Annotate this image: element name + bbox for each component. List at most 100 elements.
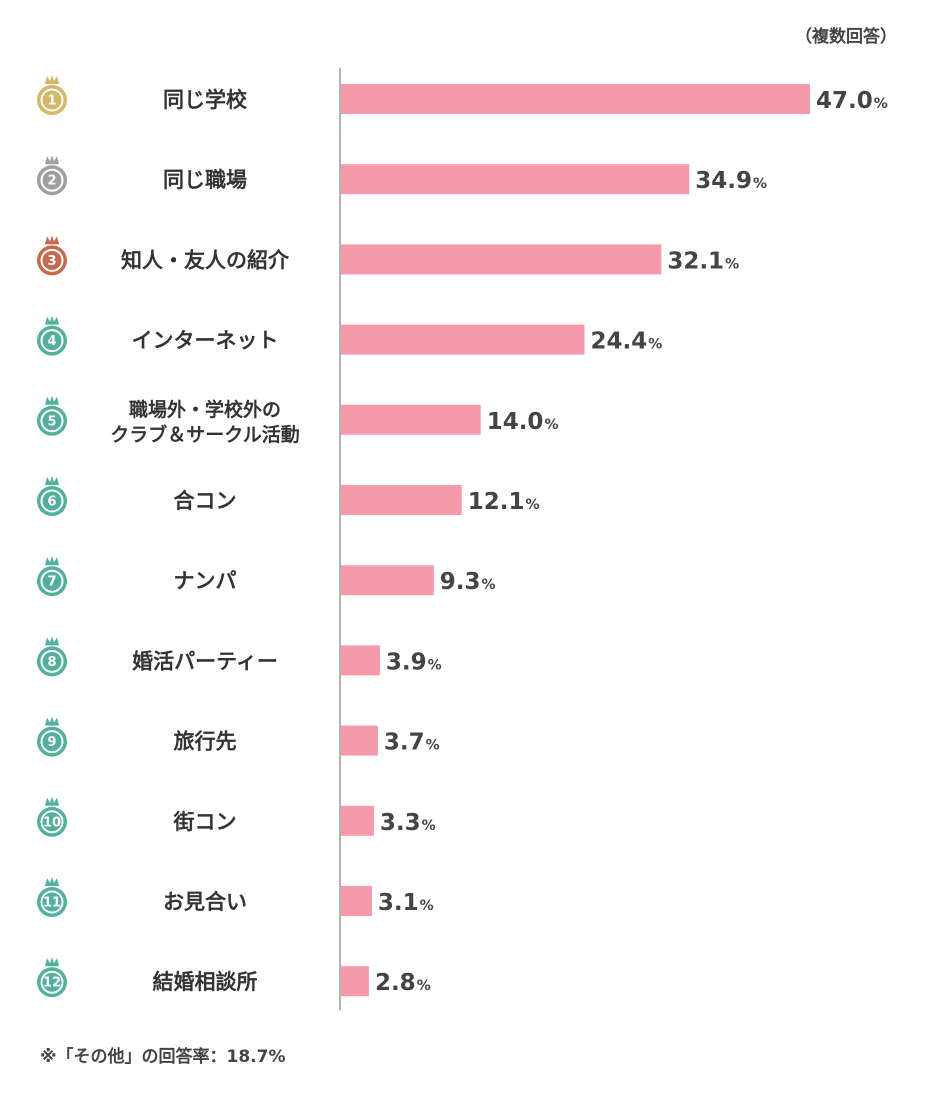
data-label: 2.8% [375, 970, 431, 996]
rank-medal-icon: 5 [37, 395, 67, 436]
medal-inner-ring [40, 890, 64, 914]
data-label-unit: % [422, 818, 436, 834]
data-label: 14.0% [487, 409, 559, 435]
crown-icon [45, 235, 59, 245]
rank-medal-icon: 11 [37, 877, 67, 917]
category-label: ナンパ [174, 569, 237, 593]
category-label: 婚活パーティー [132, 649, 278, 673]
bar [341, 645, 380, 676]
crown-icon [45, 716, 59, 726]
category-label: 同じ学校 [163, 88, 248, 112]
data-label-unit: % [525, 497, 539, 513]
data-label-unit: % [874, 96, 888, 112]
bar [341, 966, 369, 997]
crown-icon [45, 556, 59, 566]
rank-number: 7 [47, 575, 56, 590]
rank-number: 3 [47, 254, 56, 269]
rank-medal-icon: 3 [37, 235, 67, 276]
data-label: 3.1% [378, 890, 434, 916]
medal-inner-ring [40, 649, 64, 673]
bar [341, 404, 481, 435]
bar [341, 324, 585, 355]
data-label: 3.7% [384, 730, 440, 756]
bar [341, 886, 372, 916]
data-label-unit: % [648, 337, 662, 353]
rank-number: 10 [43, 815, 61, 830]
other-response-note: ※「その他」の回答率：18.7% [40, 1047, 286, 1067]
rank-medal-icon: 4 [37, 315, 67, 356]
data-label-value: 2.8 [375, 970, 416, 996]
bar [341, 244, 662, 275]
multiple-answer-note: （複数回答） [795, 27, 897, 47]
medal-inner-ring [40, 88, 64, 112]
data-label: 32.1% [667, 248, 739, 274]
medal-inner-ring [40, 730, 64, 754]
data-label-unit: % [544, 417, 558, 433]
category-label: インターネット [132, 329, 279, 353]
bar [341, 565, 434, 596]
data-label-unit: % [417, 978, 431, 994]
category-label-line: 職場外・学校外の [129, 398, 281, 421]
category-label: 合コン [174, 489, 237, 513]
medal-inner-ring [40, 248, 64, 272]
medal-inner-ring [40, 810, 64, 834]
rank-number: 11 [43, 896, 61, 911]
data-label-value: 12.1 [468, 489, 525, 515]
crown-icon [45, 75, 59, 84]
data-label: 9.3% [440, 569, 496, 595]
crown-icon [45, 155, 59, 165]
rank-number: 12 [43, 976, 61, 991]
crown-icon [45, 796, 59, 806]
bar [341, 84, 810, 114]
bar [341, 805, 374, 836]
category-label-line: クラブ＆サークル活動 [110, 423, 299, 446]
data-label: 3.9% [386, 649, 442, 675]
crown-icon [45, 476, 59, 485]
crown-icon [45, 877, 59, 886]
category-label: 結婚相談所 [153, 970, 258, 994]
data-label: 3.3% [380, 810, 436, 836]
rank-number: 8 [47, 655, 56, 670]
data-label-value: 32.1 [667, 248, 724, 274]
data-label-unit: % [753, 176, 767, 192]
bar [341, 164, 690, 195]
data-label: 24.4% [590, 329, 662, 355]
category-label: 旅行先 [174, 730, 237, 754]
rank-medal-icon: 12 [37, 957, 67, 998]
data-label-unit: % [725, 256, 739, 272]
medal-inner-ring [40, 409, 64, 433]
rank-number: 4 [47, 334, 56, 349]
data-label-value: 34.9 [695, 168, 752, 194]
data-label-unit: % [420, 898, 434, 914]
category-label: 街コン [173, 810, 237, 834]
bar [341, 485, 462, 515]
category-label: 知人・友人の紹介 [121, 248, 290, 272]
data-label-value: 3.7 [384, 730, 425, 756]
data-label-value: 24.4 [590, 329, 647, 355]
data-label-value: 9.3 [440, 569, 481, 595]
rank-medal-icon: 2 [37, 155, 67, 196]
bar [341, 725, 378, 756]
data-label-value: 3.9 [386, 649, 427, 675]
data-label: 34.9% [695, 168, 767, 194]
rank-medal-icon: 10 [37, 796, 67, 837]
medal-inner-ring [40, 329, 64, 353]
rank-number: 9 [47, 735, 56, 750]
data-label-value: 14.0 [487, 409, 544, 435]
medal-inner-ring [40, 569, 64, 593]
crown-icon [45, 636, 59, 646]
medal-inner-ring [40, 489, 64, 513]
data-label: 12.1% [468, 489, 540, 515]
category-label: お見合い [163, 890, 247, 914]
rank-number: 6 [47, 495, 56, 510]
medal-inner-ring [40, 168, 64, 192]
crown-icon [45, 395, 59, 405]
data-label-unit: % [426, 738, 440, 754]
rank-medal-icon: 9 [37, 716, 67, 757]
rank-medal-icon: 7 [37, 556, 67, 597]
category-label: 職場外・学校外のクラブ＆サークル活動 [110, 398, 299, 446]
data-label-unit: % [482, 577, 496, 593]
category-label: 同じ職場 [163, 168, 247, 192]
data-label: 47.0% [816, 88, 888, 114]
